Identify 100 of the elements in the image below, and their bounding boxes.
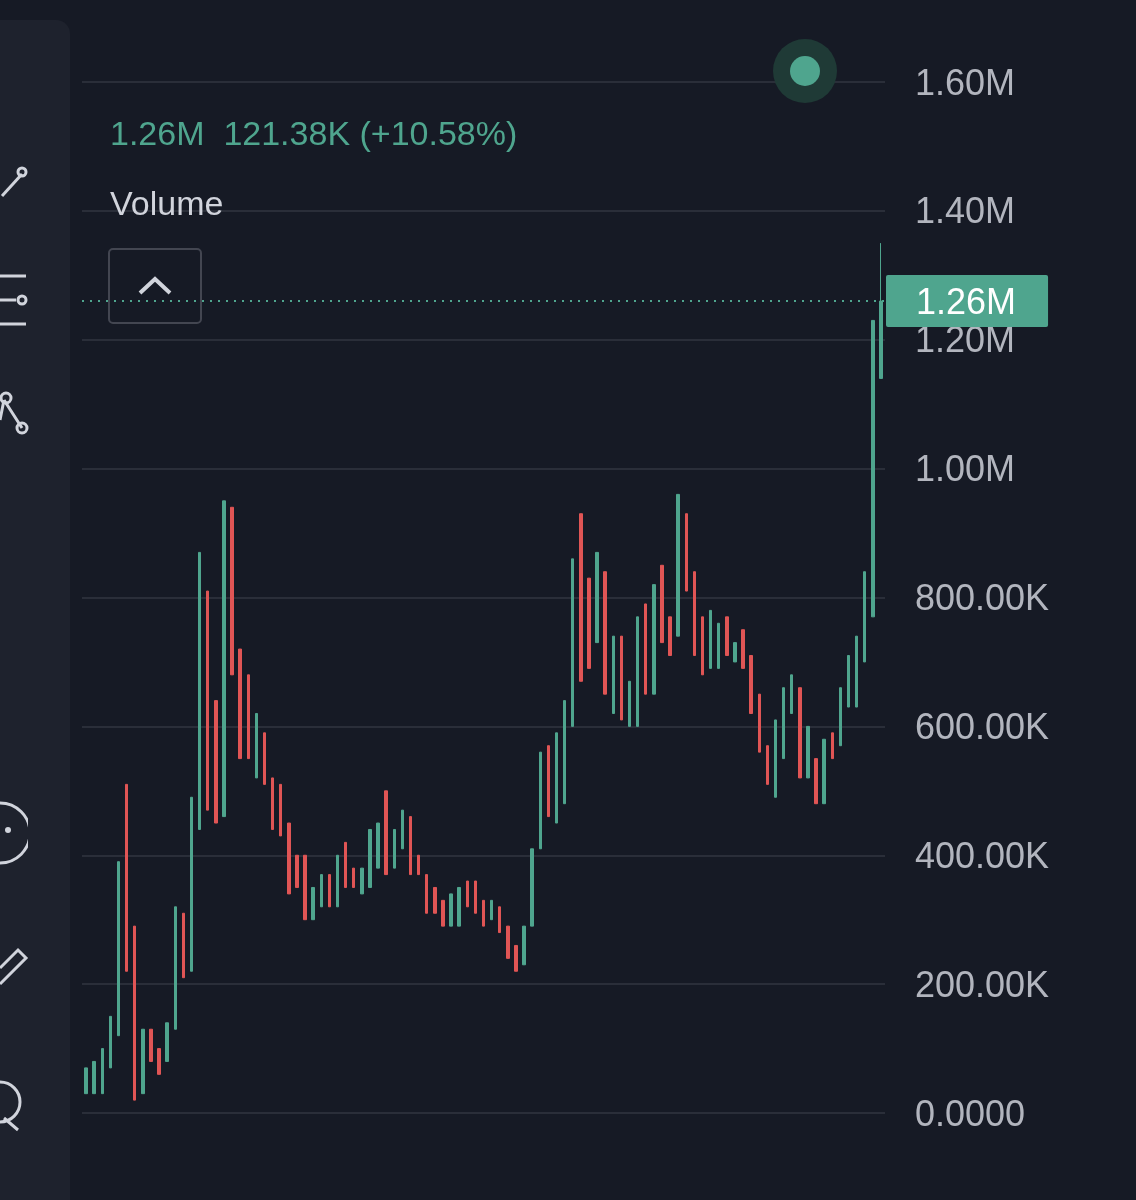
candlestick xyxy=(595,551,599,644)
candlestick xyxy=(628,680,631,727)
candlestick xyxy=(863,571,866,663)
y-tick-label: 600.00K xyxy=(915,705,1050,747)
candlestick xyxy=(376,822,380,869)
candlestick xyxy=(814,758,818,805)
y-tick-label: 1.60M xyxy=(915,61,1016,103)
candlestick xyxy=(230,506,234,676)
y-tick-label: 1.40M xyxy=(915,190,1016,232)
candlestick xyxy=(328,874,331,908)
candlestick xyxy=(725,616,729,656)
candlestick xyxy=(831,732,834,760)
candlestick xyxy=(806,725,810,779)
candlestick xyxy=(798,687,802,779)
candlestick xyxy=(255,712,258,779)
candlestick xyxy=(782,687,785,760)
candlestick xyxy=(612,635,615,714)
candlestick xyxy=(709,609,712,669)
candlestick xyxy=(206,590,209,811)
candlestick xyxy=(701,616,704,676)
candlestick xyxy=(766,745,769,785)
candlestick xyxy=(449,893,453,927)
candlestick xyxy=(141,1028,145,1095)
candlestick xyxy=(474,880,477,914)
candlestick xyxy=(125,783,128,972)
candlestick xyxy=(466,880,469,908)
candlestick xyxy=(344,841,347,888)
candlestick xyxy=(555,732,558,824)
candlestick xyxy=(238,648,242,760)
candlestick xyxy=(92,1060,96,1095)
candlestick xyxy=(182,912,185,979)
candlestick xyxy=(279,783,282,837)
candlestick xyxy=(287,822,291,895)
candlestick xyxy=(693,571,696,656)
candlestick xyxy=(514,944,518,972)
candlestick xyxy=(149,1028,153,1062)
candlestick xyxy=(855,635,858,708)
candlestick xyxy=(352,867,355,888)
y-tick-label: 0.0000 xyxy=(915,1092,1026,1134)
y-tick-label: 1.20M xyxy=(915,319,1016,361)
candlestick xyxy=(360,867,364,895)
candlestick xyxy=(749,654,753,714)
candlestick xyxy=(482,899,485,927)
candlestick xyxy=(222,500,226,818)
y-tick-label: 200.00K xyxy=(915,963,1050,1005)
candlestick xyxy=(117,861,120,1037)
y-tick-label: 1.00M xyxy=(915,448,1016,490)
candlestick xyxy=(198,551,201,830)
candlestick xyxy=(165,1022,169,1062)
candlestick xyxy=(620,635,623,721)
candlestick xyxy=(741,629,745,669)
candlestick xyxy=(660,564,664,644)
candlestick xyxy=(303,854,307,921)
candlestick xyxy=(644,603,647,695)
candlestick xyxy=(433,886,437,914)
y-tick-label: 400.00K xyxy=(915,834,1050,876)
candlestick xyxy=(336,854,339,908)
candlestick xyxy=(384,790,388,876)
candlestick xyxy=(603,571,607,695)
candlestick xyxy=(522,925,526,966)
candlestick xyxy=(457,886,461,927)
candlestick xyxy=(393,828,396,869)
candlestick xyxy=(563,700,566,805)
candlestick xyxy=(539,751,542,850)
candlestick xyxy=(636,616,639,727)
candlestick xyxy=(790,674,793,714)
candlestick xyxy=(311,886,315,921)
candlestick xyxy=(174,906,177,1030)
text: 1.26M 121.38K (+10.58%) xyxy=(110,114,518,153)
candlestick xyxy=(101,1048,104,1095)
candlestick xyxy=(84,1067,88,1095)
candlestick xyxy=(425,874,428,914)
candlestick xyxy=(871,319,875,618)
candlestick xyxy=(676,493,680,637)
candlestick xyxy=(506,925,510,959)
candlestick xyxy=(717,622,720,669)
candlestick xyxy=(774,719,777,798)
candlestick xyxy=(587,577,591,669)
candlestick xyxy=(401,809,404,850)
candlestick xyxy=(758,693,761,753)
candlestick xyxy=(320,874,323,908)
candlestick xyxy=(847,654,850,708)
candlestick xyxy=(295,854,299,888)
candlestick xyxy=(109,1015,112,1069)
candlestick xyxy=(652,584,656,695)
candlestick xyxy=(368,828,372,888)
ref-line-label: 1.26M xyxy=(916,280,1017,322)
candlestick xyxy=(733,642,737,663)
candlestick xyxy=(157,1048,161,1075)
candlestick xyxy=(271,777,274,830)
candlestick xyxy=(490,899,493,921)
candlestick xyxy=(839,687,842,747)
candlestick xyxy=(263,732,266,785)
candlestick xyxy=(530,848,534,927)
candlestick xyxy=(685,513,688,592)
candlestick xyxy=(133,925,136,1101)
candlestick xyxy=(547,745,550,818)
annotation: Volume xyxy=(110,184,224,223)
candlestick xyxy=(668,616,672,656)
candlestick xyxy=(579,513,583,682)
